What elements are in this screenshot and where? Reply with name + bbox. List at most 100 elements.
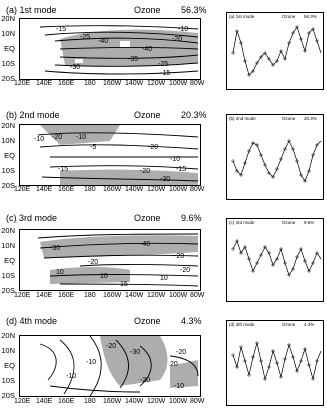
ts-percent-a: 56.3% <box>304 14 317 19</box>
ts-percent-c: 9.6% <box>304 220 315 225</box>
lon-label: 160W <box>103 186 122 193</box>
contour-plot-d: -20 -30 -20 20 -10 -10 -20 -10 <box>20 336 199 396</box>
lon-label: 160E <box>58 398 75 405</box>
ts-title-d: (d) 4th mode <box>229 322 255 327</box>
ts-title-b: (b) 2nd mode <box>229 116 256 121</box>
map-title-b: (b) 2nd mode <box>6 110 60 120</box>
ts-line-b <box>231 139 322 183</box>
land-b <box>20 125 50 185</box>
contour-label: -30 <box>160 176 170 183</box>
map-title-d: (d) 4th mode <box>6 316 58 326</box>
lat-label: 10N <box>1 29 15 38</box>
contour-label: -40 <box>98 38 108 45</box>
shading-d <box>100 336 198 388</box>
lat-label: 10N <box>1 241 15 250</box>
contour-label: -10 <box>86 359 96 366</box>
contour-label: 10 <box>100 273 108 280</box>
contour-label: -20 <box>180 267 190 274</box>
time-series-b: (b) 2nd mode Ozone 20.3% <box>226 114 324 200</box>
lon-label: 140W <box>125 398 144 405</box>
lon-label: 160E <box>58 186 75 193</box>
contour-map-d: -20 -30 -20 20 -10 -10 -20 -10 <box>19 335 201 397</box>
ts-percent-b: 20.3% <box>304 116 317 121</box>
contour-labels-b: -10 -20 -10 -5 -20 -10 -15 -20 -30 -15 <box>34 134 186 183</box>
lat-label: EQ <box>4 151 15 160</box>
lon-label: 80W <box>190 186 205 193</box>
contour-label: -25 <box>80 34 90 41</box>
contour-labels-c: -30 -40 -20 -20 10 10 15 10 -20 <box>50 241 190 288</box>
lon-label: 140W <box>125 80 144 87</box>
ts-variable-a: Ozone <box>282 14 296 19</box>
lon-label: 80W <box>190 80 205 87</box>
contour-label: -10 <box>66 373 76 380</box>
map-title-a: (a) 1st mode <box>6 5 57 15</box>
contour-label: -10 <box>34 136 44 143</box>
contours-a <box>39 25 199 75</box>
land-d <box>20 336 48 396</box>
lat-label: EQ <box>4 44 15 53</box>
time-series-c: (c) 3rd mode Ozone 9.6% <box>226 218 324 302</box>
contour-label: -30 <box>50 245 60 252</box>
lat-label: 10S <box>1 376 15 385</box>
map-variable-c: Ozone <box>134 213 161 223</box>
lon-label: 140E <box>36 398 53 405</box>
map-percent-c: 9.6% <box>181 213 202 223</box>
lat-label: 10S <box>1 59 15 68</box>
contour-label: -10 <box>174 383 184 390</box>
ts-line-a <box>231 25 322 77</box>
contour-label: 20 <box>170 361 178 368</box>
land-c <box>20 230 48 290</box>
lon-label: 100W <box>169 292 188 299</box>
map-percent-d: 4.3% <box>181 316 202 326</box>
contour-label: -20 <box>148 144 158 151</box>
lat-label: 20S <box>1 286 15 295</box>
contour-label: 10 <box>56 269 64 276</box>
contour-label: -10 <box>76 134 86 141</box>
lat-label: EQ <box>4 256 15 265</box>
contour-label: -20 <box>88 259 98 266</box>
contour-labels-d: -20 -30 -20 20 -10 -10 -20 -10 <box>66 343 186 390</box>
map-percent-b: 20.3% <box>181 110 207 120</box>
contour-label: -15 <box>58 166 68 173</box>
ts-variable-d: Ozone <box>282 322 296 327</box>
contour-map-c: -30 -40 -20 -20 10 10 15 10 -20 <box>19 229 201 291</box>
contour-label: 15 <box>120 281 128 288</box>
lon-label: 120W <box>147 398 166 405</box>
lon-label: 160E <box>58 292 75 299</box>
lat-label: 20N <box>1 331 15 340</box>
contour-label: 10 <box>160 275 168 282</box>
contour-label: -40 <box>140 241 150 248</box>
lon-label: 140W <box>125 186 144 193</box>
lon-label: 180 <box>84 186 96 193</box>
map-variable-a: Ozone <box>134 5 161 15</box>
ts-line-c <box>231 239 322 277</box>
ts-variable-b: Ozone <box>282 116 296 121</box>
contour-map-a: -15 -25 -40 -40 -35 -25 -15 -10 -20 -30 <box>19 18 201 80</box>
land-a <box>20 19 130 79</box>
lon-label: 100W <box>169 398 188 405</box>
contours-d <box>39 336 199 396</box>
map-percent-a: 56.3% <box>181 5 207 15</box>
lon-label: 120W <box>147 80 166 87</box>
lon-label: 80W <box>190 292 205 299</box>
shading-b <box>40 125 198 185</box>
contour-label: -30 <box>70 64 80 71</box>
ts-title-c: (c) 3rd mode <box>229 220 255 225</box>
map-variable-b: Ozone <box>134 110 161 120</box>
contour-label: -20 <box>176 349 186 356</box>
contour-label: -20 <box>140 377 150 384</box>
time-series-d: (d) 4th mode Ozone 4.3% <box>226 320 324 406</box>
lon-label: 120W <box>147 186 166 193</box>
lon-label: 120E <box>14 292 31 299</box>
lon-label: 140W <box>125 292 144 299</box>
lat-label: 10S <box>1 271 15 280</box>
contour-label: -20 <box>174 253 184 260</box>
contour-label: -35 <box>128 56 138 63</box>
lon-label: 120E <box>14 398 31 405</box>
lon-label: 100W <box>169 80 188 87</box>
time-series-a: (a) 1st mode Ozone 56.3% <box>226 12 324 90</box>
contour-label: -15 <box>160 70 170 77</box>
lon-label: 180 <box>84 80 96 87</box>
lon-label: 100W <box>169 186 188 193</box>
contour-label: -15 <box>176 166 186 173</box>
